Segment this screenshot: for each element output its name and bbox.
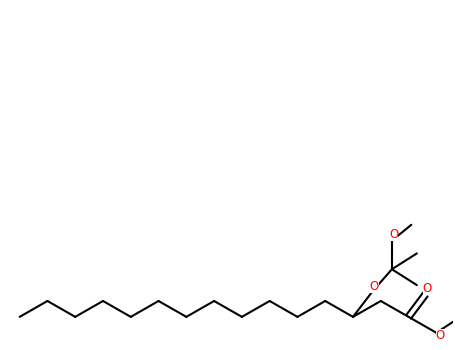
Text: O: O bbox=[436, 329, 445, 342]
Text: O: O bbox=[423, 282, 432, 295]
Text: O: O bbox=[370, 280, 379, 293]
Text: O: O bbox=[389, 228, 399, 241]
